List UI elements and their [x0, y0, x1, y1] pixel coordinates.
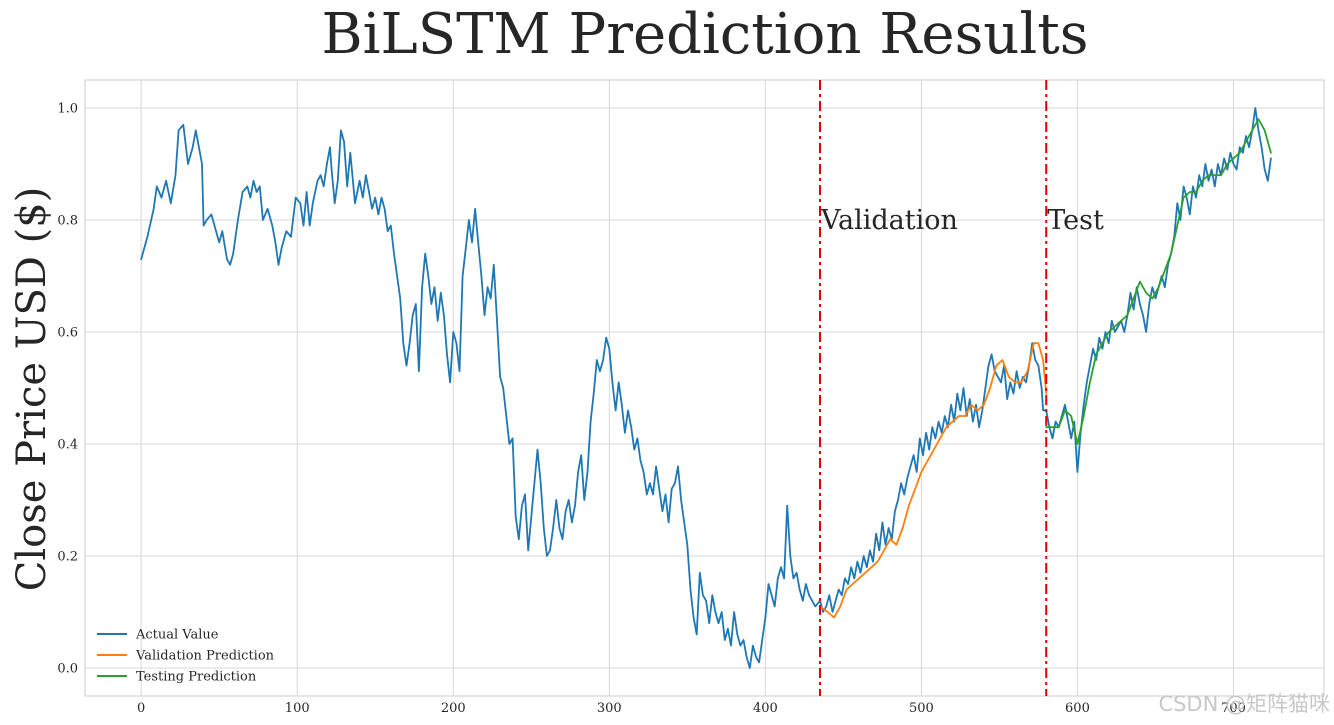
legend-label: Testing Prediction: [136, 670, 257, 685]
x-tick-label: 400: [753, 701, 778, 716]
x-tick-label: 700: [1221, 701, 1246, 716]
y-tick-label: 0.0: [57, 662, 78, 677]
legend: Actual Value Validation Prediction Testing…: [97, 628, 275, 685]
y-tick-label: 0.8: [57, 214, 78, 229]
x-tick-label: 0: [137, 701, 145, 716]
legend-label: Actual Value: [135, 628, 219, 643]
x-tick-label: 300: [597, 701, 622, 716]
y-tick-label: 0.2: [57, 550, 78, 565]
x-tick-label: 100: [285, 701, 310, 716]
vertical-markers: Validation Test: [818, 80, 1104, 696]
x-tick-label: 600: [1065, 701, 1090, 716]
x-tick-label: 500: [909, 701, 934, 716]
vertical-marker-label: Test: [1047, 205, 1104, 236]
vertical-marker-label: Validation: [820, 205, 958, 236]
chart-title: BiLSTM Prediction Results: [321, 2, 1088, 67]
grid-lines: [85, 80, 1324, 696]
legend-label: Validation Prediction: [135, 649, 275, 664]
series-line-3: [1045, 118, 1272, 445]
y-tick-label: 1.0: [57, 102, 78, 117]
y-tick-label: 0.4: [57, 438, 78, 453]
plot-area-border: [84, 79, 1325, 697]
x-tick-labels: 0 100 200 300 400 500 600 700: [137, 701, 1246, 716]
series-lines: [140, 107, 1272, 669]
series-line-2: [819, 342, 1048, 619]
y-tick-labels: 0.0 0.2 0.4 0.6 0.8 1.0: [57, 102, 78, 677]
watermark: CSDN @矩阵猫咪: [1158, 692, 1330, 716]
y-axis-label: Close Price USD ($): [9, 187, 55, 592]
x-tick-label: 200: [441, 701, 466, 716]
y-tick-label: 0.6: [57, 326, 78, 341]
series-line-1: [140, 107, 1272, 669]
